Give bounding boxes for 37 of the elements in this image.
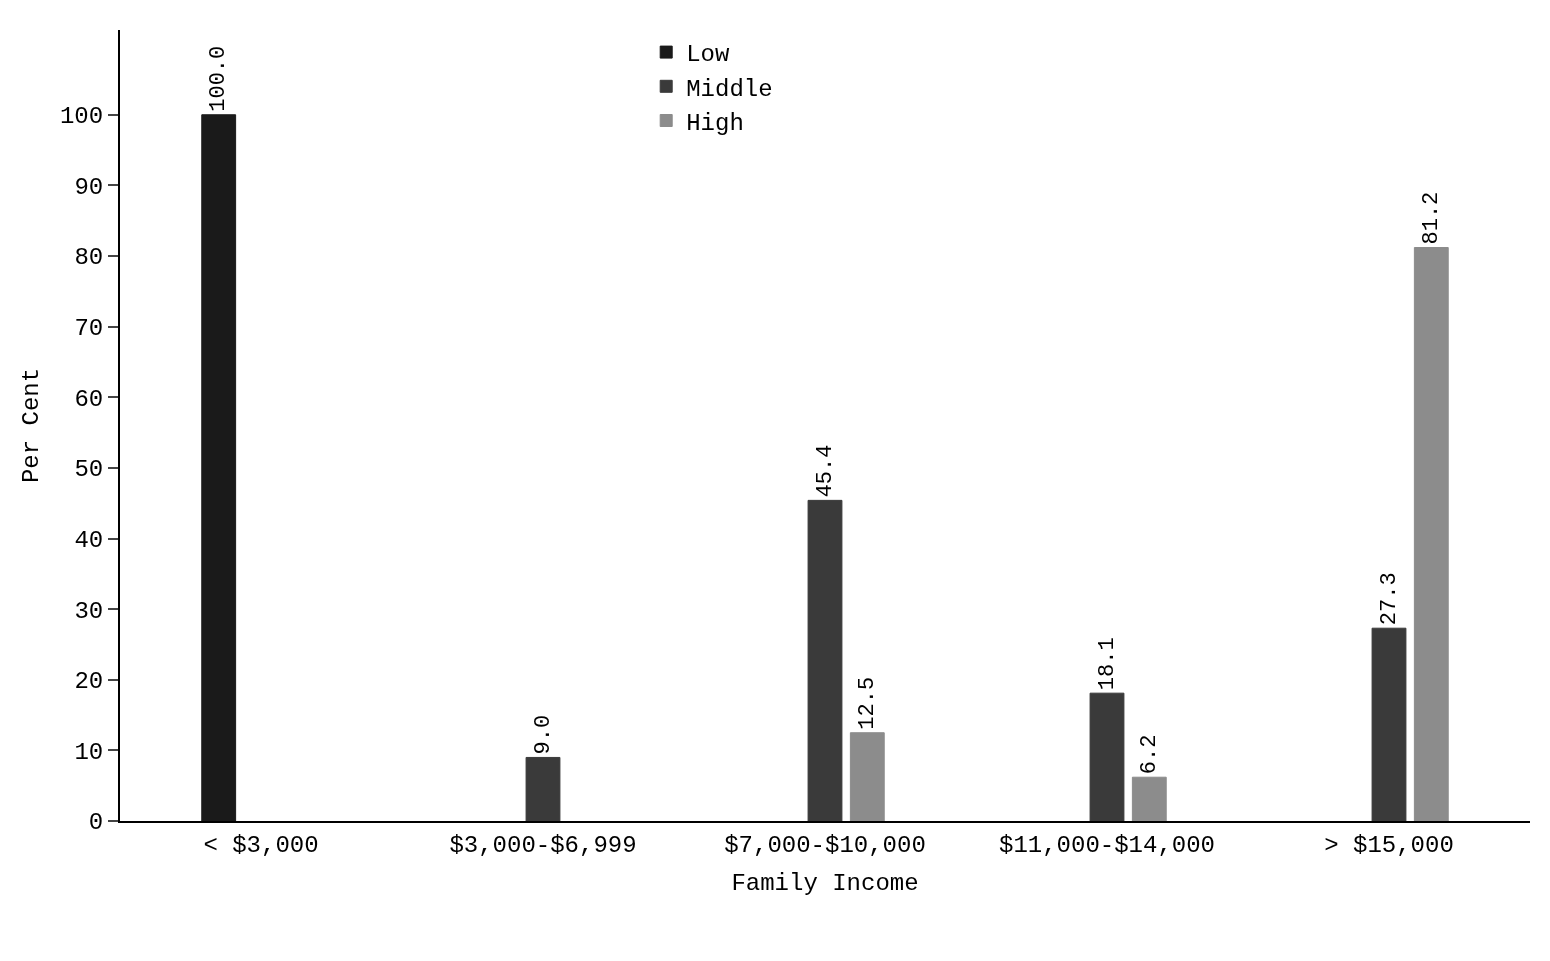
y-tick-label: 10	[74, 738, 104, 766]
legend-label: Middle	[686, 75, 773, 103]
bar	[1371, 627, 1407, 821]
y-tick-label: 20	[74, 668, 104, 696]
bar	[1089, 692, 1125, 821]
y-tick-label: 60	[74, 385, 104, 413]
legend-label: High	[686, 109, 744, 137]
x-tick-label: $7,000-$10,000	[724, 831, 926, 859]
bar	[849, 732, 885, 821]
y-tick-label: 50	[74, 456, 104, 484]
y-axis-title: Per Cent	[17, 367, 45, 484]
x-tick-label: $3,000-$6,999	[449, 831, 637, 859]
bar	[1413, 247, 1449, 821]
data-label: 100.0	[206, 45, 232, 112]
data-label: 27.3	[1376, 572, 1402, 626]
x-tick-label: $11,000-$14,000	[998, 831, 1216, 859]
bar	[525, 756, 561, 821]
data-label: 9.0	[530, 714, 556, 755]
y-tick-label: 30	[74, 597, 104, 625]
y-tick-label: 70	[74, 315, 104, 343]
data-label: 6.2	[1136, 734, 1162, 775]
y-tick-label: 0	[88, 809, 104, 837]
y-tick-label: 80	[74, 244, 104, 272]
x-tick-label: > $15,000	[1324, 831, 1454, 859]
data-label: 12.5	[854, 676, 880, 730]
data-label: 45.4	[812, 444, 838, 498]
x-axis-title: Family Income	[731, 869, 919, 897]
bar	[201, 114, 237, 821]
data-label: 18.1	[1094, 637, 1120, 691]
y-tick-label: 100	[59, 103, 104, 131]
y-tick-label: 40	[74, 526, 104, 554]
bar	[807, 499, 843, 821]
bar	[1131, 776, 1167, 821]
legend-label: Low	[686, 41, 730, 69]
data-label: 81.2	[1418, 191, 1444, 245]
x-tick-label: < $3,000	[203, 831, 319, 859]
y-tick-label: 90	[74, 173, 104, 201]
